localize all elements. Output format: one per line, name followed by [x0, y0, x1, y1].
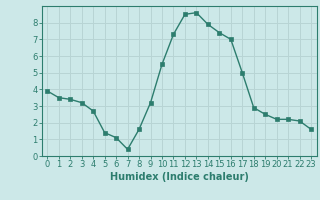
X-axis label: Humidex (Indice chaleur): Humidex (Indice chaleur): [110, 172, 249, 182]
